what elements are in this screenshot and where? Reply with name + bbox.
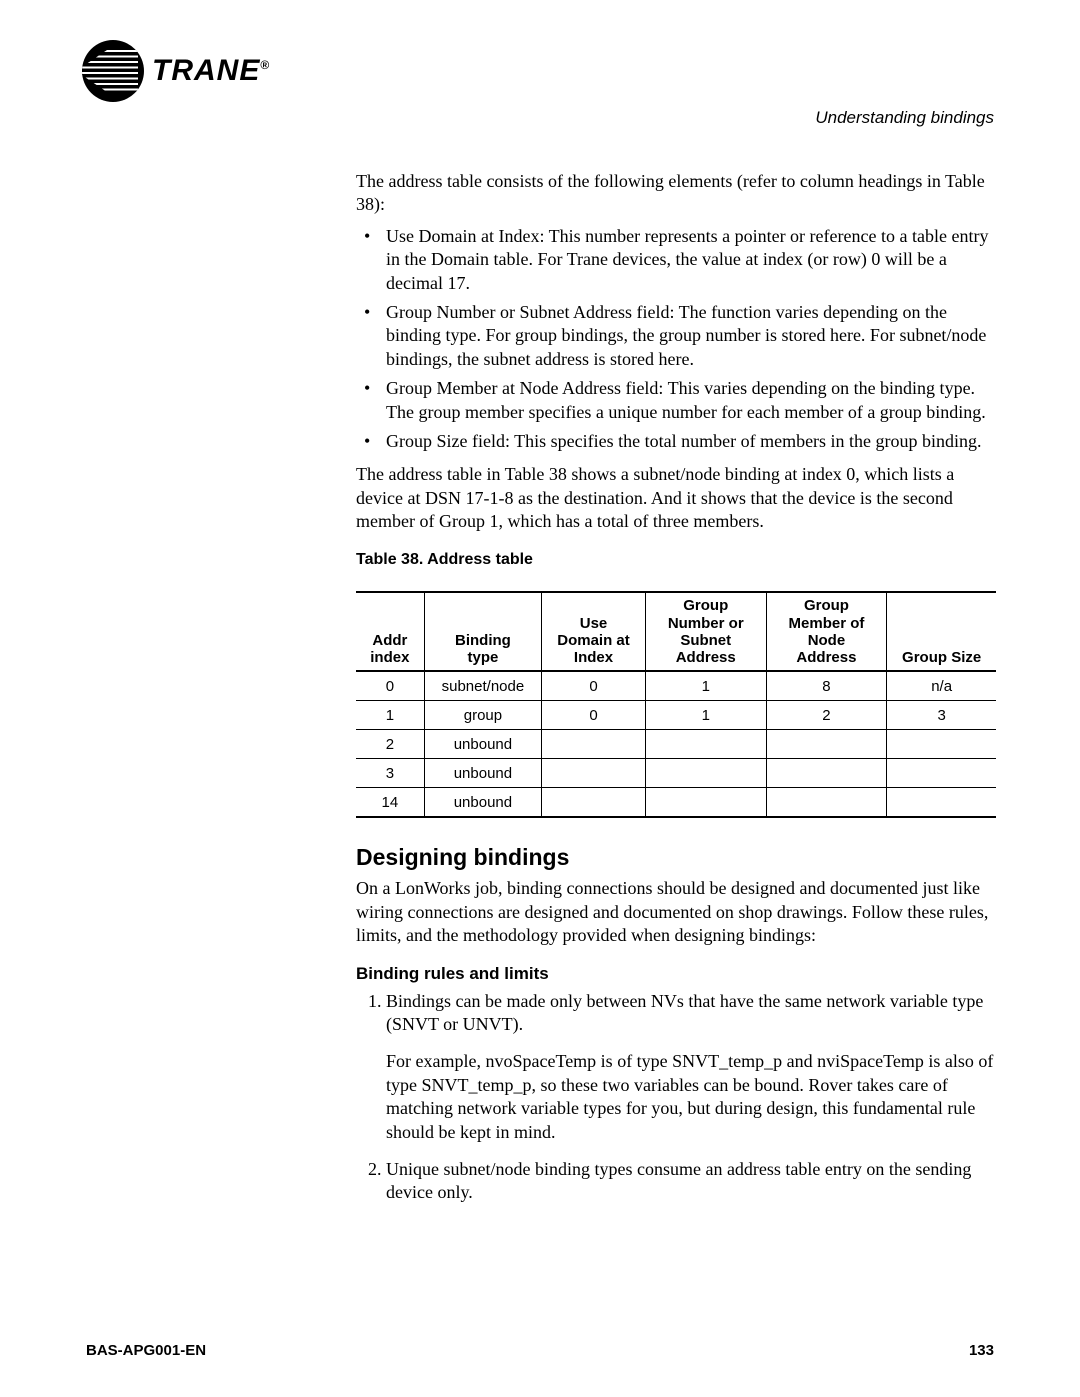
table-cell: 1	[645, 671, 766, 701]
table-cell: 0	[542, 671, 646, 701]
table-cell	[766, 788, 887, 818]
rule-main: Unique subnet/node binding types consume…	[386, 1159, 971, 1202]
logo-registered: ®	[260, 58, 270, 72]
table-cell	[887, 788, 996, 818]
intro-paragraph: The address table consists of the follow…	[356, 170, 996, 217]
table-cell: 3	[887, 701, 996, 730]
table-cell: unbound	[424, 759, 541, 788]
bullet-item: Group Size field: This specifies the tot…	[386, 430, 996, 453]
table-cell: 1	[356, 701, 424, 730]
col-group-size: Group Size	[887, 592, 996, 671]
logo-mark-icon	[82, 40, 144, 102]
table-cell: group	[424, 701, 541, 730]
table-cell	[542, 788, 646, 818]
table-cell: unbound	[424, 788, 541, 818]
bullet-item: Use Domain at Index: This number represe…	[386, 225, 996, 295]
col-group-member: GroupMember ofNodeAddress	[766, 592, 887, 671]
designing-paragraph: On a LonWorks job, binding connections s…	[356, 877, 996, 947]
logo-brand: TRANE	[152, 54, 260, 87]
col-addr-index: Addrindex	[356, 592, 424, 671]
table-cell	[645, 730, 766, 759]
table-cell: subnet/node	[424, 671, 541, 701]
logo-text: TRANE®	[152, 54, 270, 88]
table-cell	[542, 730, 646, 759]
table-cell: 2	[766, 701, 887, 730]
rule-item: Bindings can be made only between NVs th…	[386, 990, 996, 1144]
document-page: TRANE® Understanding bindings The addres…	[0, 0, 1080, 1397]
element-bullet-list: Use Domain at Index: This number represe…	[356, 225, 996, 454]
table-row: 3unbound	[356, 759, 996, 788]
table-cell: 3	[356, 759, 424, 788]
table-body: 0subnet/node018n/a1group01232unbound3unb…	[356, 671, 996, 817]
rule-sub: For example, nvoSpaceTemp is of type SNV…	[386, 1050, 996, 1144]
heading-designing-bindings: Designing bindings	[356, 844, 996, 871]
table-cell	[645, 759, 766, 788]
explanation-paragraph: The address table in Table 38 shows a su…	[356, 463, 996, 533]
bullet-item: Group Member at Node Address field: This…	[386, 377, 996, 424]
table-header-row: Addrindex Bindingtype UseDomain atIndex …	[356, 592, 996, 671]
table-row: 14unbound	[356, 788, 996, 818]
section-header: Understanding bindings	[815, 108, 994, 128]
footer-doc-id: BAS-APG001-EN	[86, 1342, 206, 1359]
col-use-domain: UseDomain atIndex	[542, 592, 646, 671]
table-cell: 2	[356, 730, 424, 759]
heading-binding-rules: Binding rules and limits	[356, 964, 996, 984]
rules-list: Bindings can be made only between NVs th…	[356, 990, 996, 1205]
col-binding-type: Bindingtype	[424, 592, 541, 671]
rule-main: Bindings can be made only between NVs th…	[386, 991, 983, 1034]
bullet-item: Group Number or Subnet Address field: Th…	[386, 301, 996, 371]
table-cell	[887, 759, 996, 788]
table-cell	[887, 730, 996, 759]
rule-item: Unique subnet/node binding types consume…	[386, 1158, 996, 1205]
table-cell: 8	[766, 671, 887, 701]
table-cell: unbound	[424, 730, 541, 759]
footer-page-number: 133	[969, 1342, 994, 1359]
table-row: 1group0123	[356, 701, 996, 730]
table-row: 0subnet/node018n/a	[356, 671, 996, 701]
table-cell	[766, 759, 887, 788]
brand-logo: TRANE®	[82, 40, 270, 102]
table-cell	[645, 788, 766, 818]
address-table: Addrindex Bindingtype UseDomain atIndex …	[356, 591, 996, 818]
table-caption: Table 38. Address table	[356, 551, 996, 569]
table-cell: 1	[645, 701, 766, 730]
table-cell: 0	[356, 671, 424, 701]
table-cell	[766, 730, 887, 759]
table-cell	[542, 759, 646, 788]
table-row: 2unbound	[356, 730, 996, 759]
table-cell: 14	[356, 788, 424, 818]
table-cell: 0	[542, 701, 646, 730]
table-cell: n/a	[887, 671, 996, 701]
col-group-subnet: GroupNumber orSubnetAddress	[645, 592, 766, 671]
main-content: The address table consists of the follow…	[356, 170, 996, 1219]
